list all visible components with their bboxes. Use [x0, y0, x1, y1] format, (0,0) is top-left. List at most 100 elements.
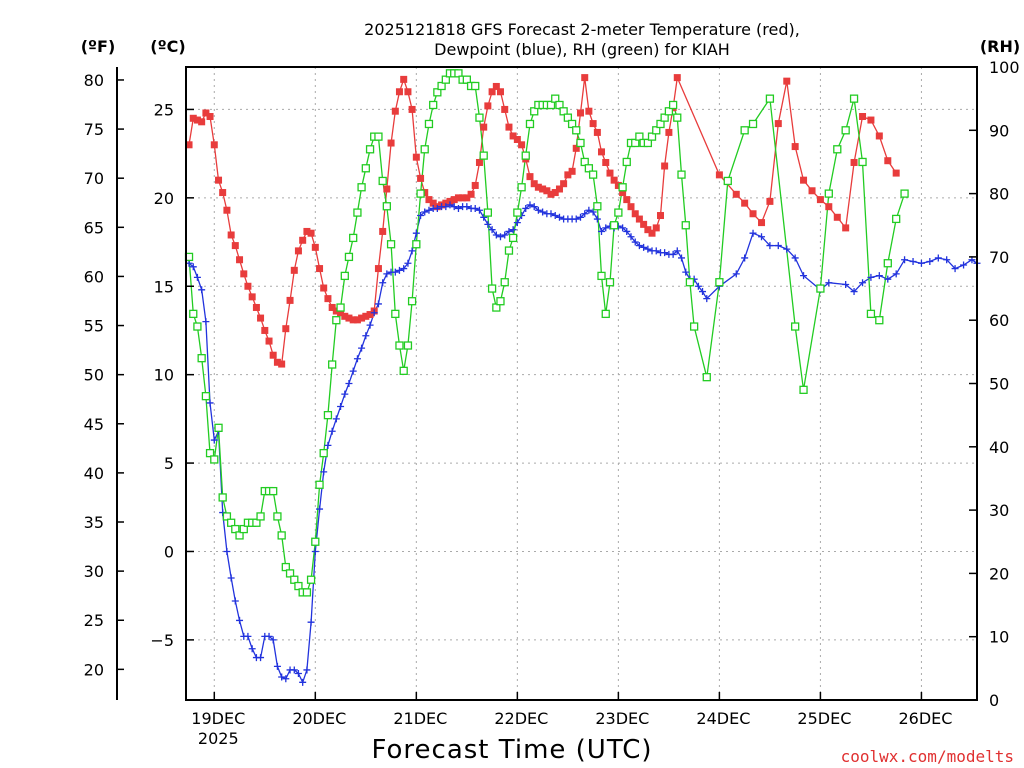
temperature-point [248, 293, 256, 301]
dewpoint-point [404, 259, 412, 267]
temperature-point [215, 176, 223, 184]
rh-point [685, 278, 695, 287]
rh-point [609, 221, 619, 230]
rh-point [715, 278, 724, 287]
temperature-point [492, 82, 500, 90]
temperature-point [892, 169, 900, 177]
dewpoint-point [530, 203, 538, 211]
dewpoint-point [337, 402, 345, 410]
rh-tick-label: 30 [989, 501, 1009, 520]
rh-point [201, 392, 211, 401]
temperature-point [505, 123, 513, 131]
dewpoint-point [425, 206, 433, 214]
rh-point [622, 157, 631, 167]
fahrenheit-tick-label: 55 [84, 317, 104, 336]
temperature-point [530, 180, 538, 188]
temperature-point [236, 256, 244, 264]
rh-point [269, 486, 278, 496]
temperature-point [286, 296, 294, 304]
temperature-point [652, 224, 660, 232]
dewpoint-point [450, 203, 458, 211]
temperature-point [534, 183, 542, 191]
x-tick-label: 26DEC [898, 709, 952, 728]
rh-point [496, 297, 505, 306]
temperature-point [374, 265, 382, 273]
rh-point [315, 480, 324, 489]
temperature-point [551, 189, 559, 197]
temperature-point [269, 351, 277, 359]
temperature-point [303, 227, 311, 235]
temperature-point [210, 141, 218, 149]
rh-point [791, 322, 800, 331]
fahrenheit-tick-label: 75 [84, 120, 104, 139]
rh-point [205, 448, 215, 458]
dewpoint-point [299, 678, 307, 686]
fahrenheit-tick-label: 20 [84, 660, 104, 679]
rh-point [681, 221, 690, 230]
dewpoint-point [652, 247, 660, 255]
celsius-tick-label: 25 [154, 100, 174, 119]
rh-point [605, 278, 615, 287]
temperature-point [648, 229, 656, 237]
dewpoint-point [210, 436, 218, 444]
rh-point [593, 202, 602, 211]
dewpoint-point [320, 468, 328, 476]
fahrenheit-unit-label: (ºF) [81, 37, 116, 56]
temperature-point [404, 88, 412, 96]
credit-label: coolwx.com/modelts [841, 747, 1014, 766]
rh-tick-label: 70 [989, 248, 1009, 267]
temperature-point [341, 312, 349, 320]
rh-tick-label: 10 [989, 628, 1009, 647]
temperature-point [337, 309, 345, 317]
rh-point [500, 278, 509, 287]
rh-point [576, 138, 585, 148]
rh-point [353, 208, 362, 217]
temperature-point [791, 143, 799, 151]
dewpoint-point [484, 220, 492, 228]
temperature-point [614, 181, 622, 189]
fahrenheit-tick-label: 70 [84, 169, 104, 188]
dewpoint-point [383, 270, 391, 278]
rh-point [765, 94, 775, 103]
temperature-point [627, 203, 635, 211]
rh-point [483, 208, 493, 217]
dewpoint-point [282, 675, 290, 683]
dewpoint-point [391, 268, 399, 276]
x-tick-label: 21DEC [393, 709, 447, 728]
celsius-axis: −5 0 5 10 15 20 25 [150, 100, 194, 650]
dewpoint-point [640, 243, 648, 251]
fahrenheit-axis: 20 25 30 35 40 45 50 55 60 65 70 75 80 [84, 67, 124, 700]
dewpoint-point [395, 266, 403, 274]
temperature-point [353, 316, 361, 324]
dewpoint-point [433, 204, 441, 212]
rh-point [336, 303, 345, 312]
rh-point [584, 164, 594, 173]
dewpoint-point [694, 282, 702, 290]
celsius-tick-label: 5 [164, 454, 174, 473]
dewpoint-point [488, 226, 496, 234]
dewpoint-point [294, 669, 302, 677]
celsius-tick-label: −5 [150, 631, 174, 650]
temperature-point [408, 105, 416, 113]
temperature-point [320, 284, 328, 292]
dewpoint-point [926, 257, 934, 265]
temperature-point [631, 210, 639, 218]
dewpoint-point [635, 242, 643, 250]
temperature-point [644, 226, 652, 234]
dewpoint-point [555, 213, 563, 221]
dewpoint-point [875, 272, 883, 280]
temperature-point [450, 196, 458, 204]
rh-point [424, 119, 434, 129]
dewpoint-point [598, 227, 606, 235]
temperature-point [328, 303, 336, 311]
x-tick-label: 24DEC [696, 709, 750, 728]
temperature-point [640, 220, 648, 228]
x-tick-label: 25DEC [797, 709, 851, 728]
temperature-point [774, 120, 782, 128]
rh-point [210, 455, 219, 464]
rh-point [433, 88, 442, 97]
dewpoint-line [188, 204, 978, 685]
temperature-point [265, 337, 273, 345]
dewpoint-point [791, 254, 799, 262]
rh-point [189, 309, 198, 319]
